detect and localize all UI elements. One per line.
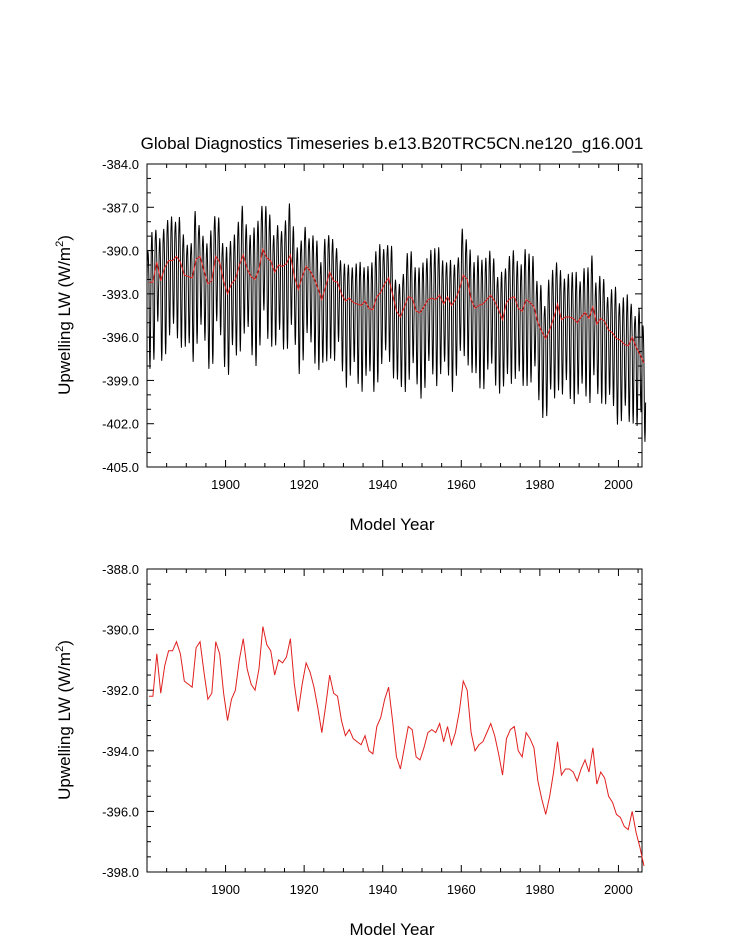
top-y-axis-ticks: -405.0 -402.0 -399.0 -396.0 -393.0 -390.0 -387…	[102, 157, 642, 475]
top-x-axis-ticks: 1900 1920 1940 1960 1980 2000	[166, 164, 639, 492]
top-x-tick-label: 1980	[525, 477, 554, 492]
top-y-tick-label: -399.0	[102, 373, 139, 388]
top-y-tick-label: -384.0	[102, 157, 139, 172]
top-x-tick-label: 1900	[211, 477, 240, 492]
bottom-y-axis-label-sup: 2	[54, 646, 66, 652]
bottom-y-axis-ticks: -398.0 -396.0 -394.0 -392.0 -390.0 -388.0	[102, 562, 642, 880]
top-x-axis-label: Model Year	[349, 515, 434, 534]
top-x-tick-label: 1940	[368, 477, 397, 492]
top-annual-mean-line	[148, 247, 645, 364]
top-y-tick-label: -387.0	[102, 200, 139, 215]
bottom-y-tick-label: -388.0	[102, 562, 139, 577]
top-y-tick-label: -393.0	[102, 287, 139, 302]
bottom-plot-frame	[146, 568, 643, 873]
bottom-y-tick-label: -398.0	[102, 865, 139, 880]
bottom-y-axis-label-main: Upwelling LW (W/m	[55, 652, 74, 800]
bottom-y-tick-label: -394.0	[102, 744, 139, 759]
bottom-x-tick-label: 1940	[368, 882, 397, 897]
bottom-y-tick-label: -392.0	[102, 683, 139, 698]
bottom-annual-mean-line	[148, 626, 645, 867]
top-monthly-series-line	[146, 203, 647, 442]
top-y-axis-label: Upwelling LW (W/m2)	[54, 235, 74, 395]
bottom-x-axis-label: Model Year	[349, 920, 434, 939]
bottom-x-tick-label: 1900	[211, 882, 240, 897]
top-x-tick-label: 1920	[290, 477, 319, 492]
bottom-x-tick-label: 1920	[290, 882, 319, 897]
bottom-plot-series	[148, 626, 645, 867]
bottom-x-tick-label: 1980	[525, 882, 554, 897]
top-y-tick-label: -390.0	[102, 244, 139, 259]
figure-title: Global Diagnostics Timeseries b.e13.B20T…	[141, 134, 644, 153]
bottom-y-axis-label-close: )	[55, 640, 74, 646]
bottom-x-axis-ticks: 1900 1920 1940 1960 1980 2000	[166, 569, 639, 897]
top-y-tick-label: -396.0	[102, 330, 139, 345]
bottom-x-tick-label: 2000	[604, 882, 633, 897]
bottom-y-tick-label: -390.0	[102, 623, 139, 638]
top-plot-frame	[146, 163, 643, 468]
top-y-axis-label-close: )	[55, 235, 74, 241]
bottom-x-tick-label: 1960	[447, 882, 476, 897]
top-y-tick-label: -402.0	[102, 417, 139, 432]
top-plot-series	[146, 203, 647, 442]
top-y-tick-label: -405.0	[102, 460, 139, 475]
top-timeseries-panel: -405.0 -402.0 -399.0 -396.0 -393.0 -390.0 -387…	[54, 157, 647, 534]
top-x-tick-label: 2000	[604, 477, 633, 492]
top-y-axis-label-main: Upwelling LW (W/m	[55, 247, 74, 395]
top-x-tick-label: 1960	[447, 477, 476, 492]
bottom-y-tick-label: -396.0	[102, 804, 139, 819]
bottom-y-axis-label: Upwelling LW (W/m2)	[54, 640, 74, 800]
bottom-annual-panel: -398.0 -396.0 -394.0 -392.0 -390.0 -388.0 190…	[54, 562, 645, 939]
top-y-axis-label-sup: 2	[54, 241, 66, 247]
